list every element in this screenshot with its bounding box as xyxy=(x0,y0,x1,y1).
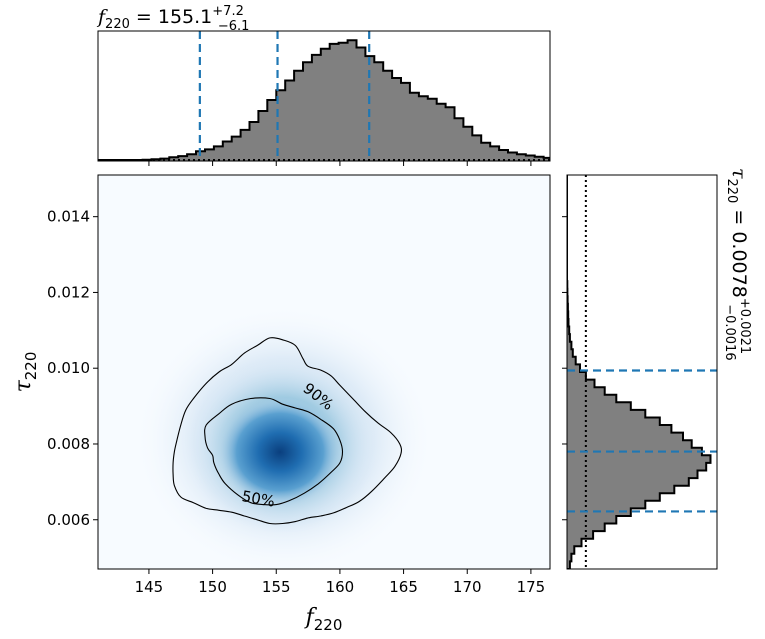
top-marginal-frame xyxy=(97,30,551,162)
right-histogram-fill xyxy=(567,175,711,569)
y-tick-label: 0.008 xyxy=(47,435,90,453)
top-histogram-fill xyxy=(98,40,550,161)
top-histogram-outline xyxy=(98,39,550,161)
y-tick-label: 0.010 xyxy=(47,359,90,377)
top-marginal-panel: f220 = 155.1+7.2 −6.1 xyxy=(96,4,551,166)
x-axis-ticks: 145 150 155 160 165 170 175 xyxy=(135,569,546,596)
y-axis-label: τ220 xyxy=(11,352,40,393)
joint-panel: 50%90% 145 150 155 160 165 170 175 0.0060.0080… xyxy=(11,174,551,634)
x-tick-label: 170 xyxy=(453,578,482,596)
density-heatmap xyxy=(134,305,434,569)
joint-frame xyxy=(97,174,551,570)
right-marginal-title: τ220 = 0.0078+0.0021−0.0016 xyxy=(722,168,752,361)
right-marginal-frame xyxy=(566,174,718,570)
density-peak xyxy=(218,397,342,507)
x-tick-label: 165 xyxy=(389,578,418,596)
y-tick-label: 0.006 xyxy=(47,511,90,529)
contour-label-50: 50% xyxy=(240,487,276,511)
y-tick-label: 0.014 xyxy=(47,208,90,226)
contour-90-line xyxy=(172,337,403,525)
x-tick-label: 145 xyxy=(135,578,164,596)
x-tick-label: 150 xyxy=(198,578,227,596)
top-histogram xyxy=(98,31,550,161)
y-axis-ticks: 0.006 0.008 0.010 0.012 0.014 xyxy=(47,208,98,529)
top-marginal-ticks xyxy=(148,161,532,166)
x-axis-label: f220 xyxy=(304,605,343,634)
x-tick-label: 175 xyxy=(517,578,546,596)
contour-lines xyxy=(172,337,403,525)
right-marginal-panel: τ220 = 0.0078+0.0021−0.0016 xyxy=(562,168,752,570)
x-tick-label: 155 xyxy=(262,578,291,596)
top-marginal-title: f220 = 155.1+7.2 −6.1 xyxy=(96,4,249,34)
y-tick-label: 0.012 xyxy=(47,283,90,301)
right-marginal-ticks xyxy=(562,216,567,521)
contour-50-line xyxy=(204,397,344,506)
x-tick-label: 160 xyxy=(326,578,355,596)
